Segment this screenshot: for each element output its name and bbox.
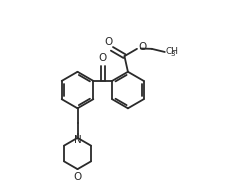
Text: O: O (73, 172, 82, 182)
Text: CH: CH (165, 47, 178, 56)
Text: O: O (138, 42, 146, 52)
Text: O: O (105, 37, 113, 48)
Text: O: O (99, 53, 107, 63)
Text: N: N (74, 135, 81, 145)
Text: 3: 3 (171, 51, 175, 57)
